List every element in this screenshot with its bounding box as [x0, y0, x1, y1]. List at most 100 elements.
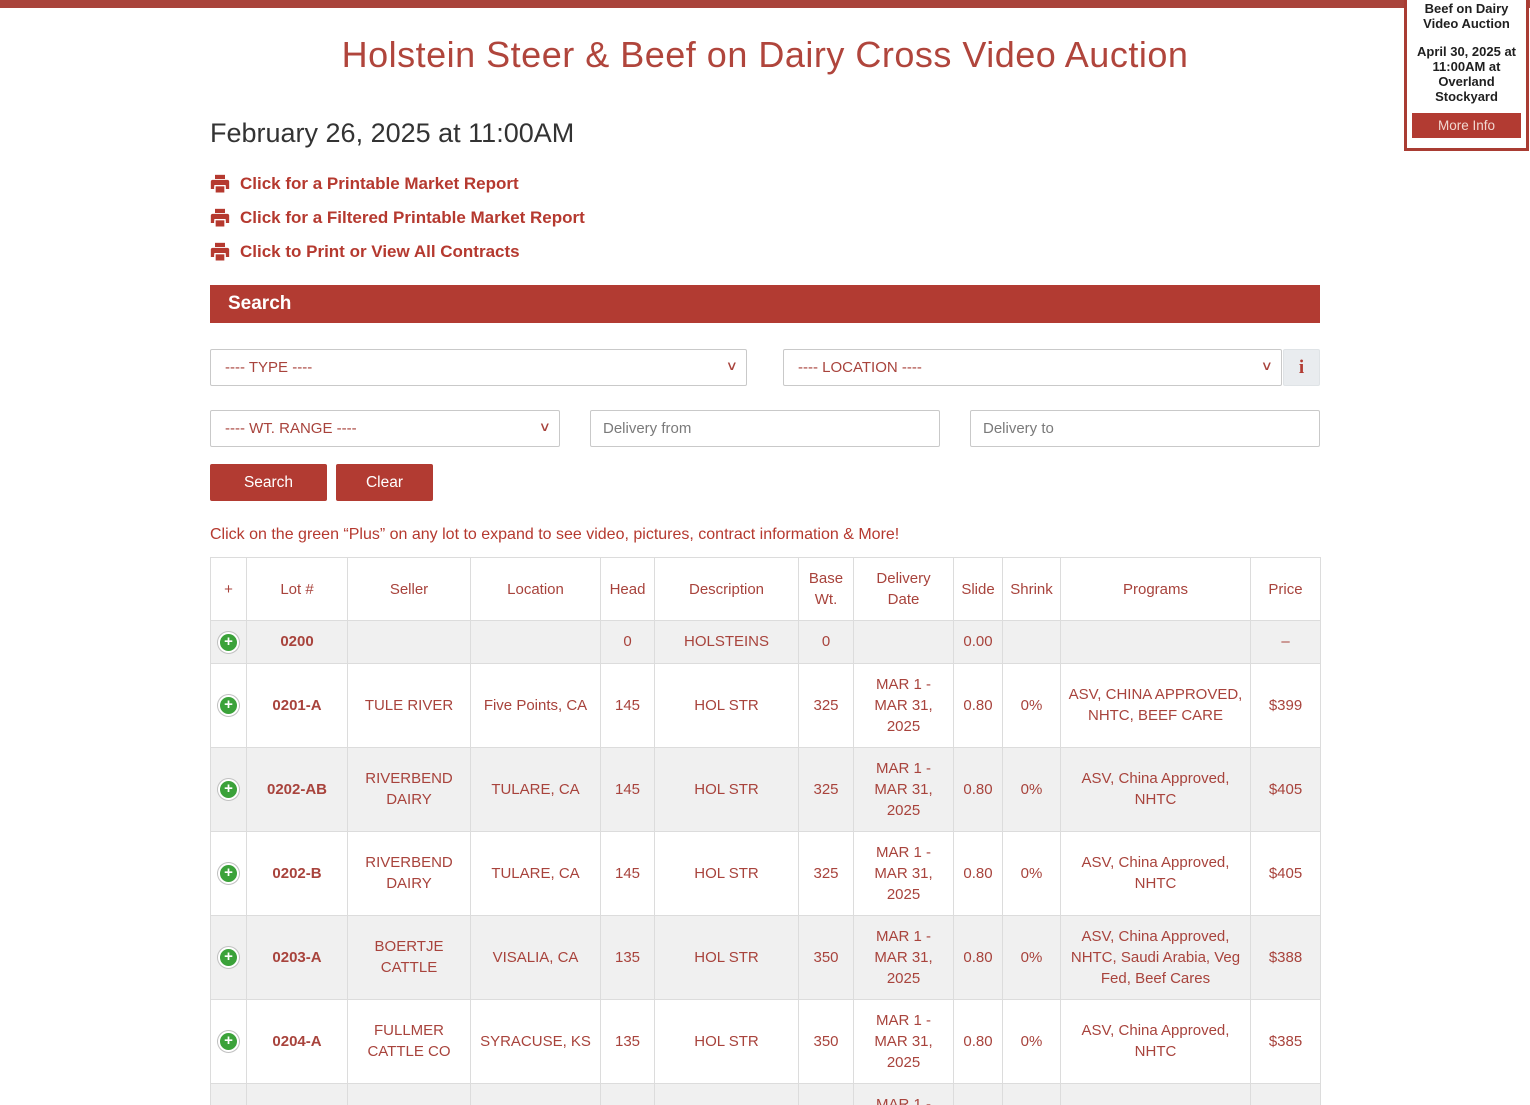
expand-cell: + [210, 746, 247, 832]
type-select-wrap: ---- TYPE ---- ∨ [210, 349, 747, 386]
table-row: + 0201-A TULE RIVER Five Points, CA 145 … [210, 662, 1321, 748]
print-all-contracts-link[interactable]: Click to Print or View All Contracts [210, 235, 1320, 269]
expand-plus-icon[interactable]: + [218, 862, 239, 884]
col-header-description: Description [654, 557, 799, 621]
description-cell: HOL STR [654, 746, 799, 832]
location-select[interactable]: ---- LOCATION ---- [783, 349, 1282, 386]
search-panel-title: Search [228, 293, 292, 314]
col-header-programs: Programs [1060, 557, 1251, 621]
expand-plus-icon[interactable]: + [218, 946, 239, 968]
head-cell: 135 [600, 998, 655, 1084]
delivery-date-cell: MAR 1 - MAR 31, 2025 [853, 998, 954, 1084]
seller-cell: BOERTJE CATTLE [347, 914, 471, 1000]
programs-cell [1060, 620, 1251, 664]
price-cell: $405 [1250, 830, 1321, 916]
filtered-market-report-link[interactable]: Click for a Filtered Printable Market Re… [210, 201, 1320, 235]
expand-plus-icon[interactable]: + [218, 1030, 239, 1052]
base-wt-cell: 0 [798, 620, 854, 664]
lot-number-cell: 0202-B [246, 830, 348, 916]
shrink-cell: 0% [1002, 1082, 1061, 1105]
shrink-cell [1002, 620, 1061, 664]
col-header-seller: Seller [347, 557, 471, 621]
shrink-cell: 0% [1002, 746, 1061, 832]
expand-cell: + [210, 914, 247, 1000]
programs-cell: ASV, China Approved, NHTC [1060, 1082, 1251, 1105]
head-cell: 145 [600, 830, 655, 916]
delivery-date-cell: MAR 1 - MAR 31, 2025 [853, 662, 954, 748]
slide-cell: 0.00 [953, 620, 1003, 664]
base-wt-cell: 350 [798, 914, 854, 1000]
slide-cell: 0.80 [953, 998, 1003, 1084]
printer-icon [210, 174, 230, 194]
base-wt-cell: 325 [798, 746, 854, 832]
print-link-label: Click to Print or View All Contracts [240, 242, 520, 261]
programs-cell: ASV, China Approved, NHTC, Saudi Arabia,… [1060, 914, 1251, 1000]
lot-number-cell: 0202-AB [246, 746, 348, 832]
col-header-slide: Slide [953, 557, 1003, 621]
location-cell: TULARE, CA [470, 746, 601, 832]
location-info-button[interactable]: i [1283, 349, 1320, 386]
location-cell [470, 620, 601, 664]
lot-number-cell: 0204-A [246, 998, 348, 1084]
seller-cell: FULLMER CATTLE CO [347, 998, 471, 1084]
slide-cell: 0.80 [953, 1082, 1003, 1105]
head-cell: 145 [600, 746, 655, 832]
seller-cell: RIVERBEND DAIRY [347, 830, 471, 916]
search-button[interactable]: Search [210, 464, 327, 501]
expand-plus-icon[interactable]: + [218, 631, 239, 653]
location-cell: SYRACUSE, KS [470, 1082, 601, 1105]
price-cell: – [1250, 620, 1321, 664]
col-header-price: Price [1250, 557, 1321, 621]
price-cell: $385 [1250, 1082, 1321, 1105]
slide-cell: 0.80 [953, 830, 1003, 916]
table-row: + 0202-B RIVERBEND DAIRY TULARE, CA 145 … [210, 830, 1321, 916]
programs-cell: ASV, CHINA APPROVED, NHTC, BEEF CARE [1060, 662, 1251, 748]
delivery-date-cell: MAR 1 - MAR 31, 2025 [853, 914, 954, 1000]
printable-market-report-link[interactable]: Click for a Printable Market Report [210, 167, 1320, 201]
more-info-button[interactable]: More Info [1412, 113, 1521, 138]
lot-number-cell: 0203-A [246, 914, 348, 1000]
base-wt-cell: 350 [798, 1082, 854, 1105]
wt-range-select[interactable]: ---- WT. RANGE ---- [210, 410, 560, 447]
location-cell: SYRACUSE, KS [470, 998, 601, 1084]
type-select[interactable]: ---- TYPE ---- [210, 349, 747, 386]
printer-icon [210, 242, 230, 262]
delivery-date-cell: MAR 1 - MAR 31, 2025 [853, 746, 954, 832]
lot-number-cell: 0201-A [246, 662, 348, 748]
auction-datetime: February 26, 2025 at 11:00AM [210, 118, 575, 148]
location-cell: VISALIA, CA [470, 914, 601, 1000]
expand-cell: + [210, 998, 247, 1084]
price-cell: $399 [1250, 662, 1321, 748]
page-title: Holstein Steer & Beef on Dairy Cross Vid… [341, 34, 1189, 75]
location-group: ---- LOCATION ---- ∨ i [783, 349, 1320, 386]
clear-button[interactable]: Clear [336, 464, 433, 501]
table-row: + 0200 0 HOLSTEINS 0 0.00 – [210, 620, 1321, 664]
delivery-date-cell: MAR 1 - MAR 31, 2025 [853, 830, 954, 916]
base-wt-cell: 325 [798, 830, 854, 916]
promo-datetime: April 30, 2025 at 11:00AM at Overland St… [1417, 44, 1516, 104]
expand-plus-icon[interactable]: + [218, 694, 239, 716]
col-header-delivery-date: Delivery Date [853, 557, 954, 621]
seller-cell [347, 620, 471, 664]
seller-cell: RIVERBEND DAIRY [347, 746, 471, 832]
print-link-label: Click for a Printable Market Report [240, 174, 519, 193]
shrink-cell: 0% [1002, 914, 1061, 1000]
seller-cell: FULLMER CATTLE CO [347, 1082, 471, 1105]
expand-cell: + [210, 620, 247, 664]
head-cell: 135 [600, 914, 655, 1000]
expand-cell: + [210, 830, 247, 916]
delivery-from-input[interactable] [590, 410, 940, 447]
delivery-to-input[interactable] [970, 410, 1320, 447]
expand-plus-icon[interactable]: + [218, 778, 239, 800]
promo-title: Beef on Dairy Video Auction [1423, 1, 1510, 31]
programs-cell: ASV, China Approved, NHTC [1060, 830, 1251, 916]
shrink-cell: 0% [1002, 662, 1061, 748]
search-panel-header: Search [210, 285, 1320, 323]
col-header-location: Location [470, 557, 601, 621]
lots-table: + Lot # Seller Location Head Description… [210, 557, 1321, 1105]
shrink-cell: 0% [1002, 830, 1061, 916]
delivery-date-cell: MAR 1 - MAR 31, 2025 [853, 1082, 954, 1105]
lots-table-body: + 0200 0 HOLSTEINS 0 0.00 – + 0201-A TUL… [210, 620, 1321, 1105]
base-wt-cell: 325 [798, 662, 854, 748]
info-icon: i [1298, 356, 1305, 378]
